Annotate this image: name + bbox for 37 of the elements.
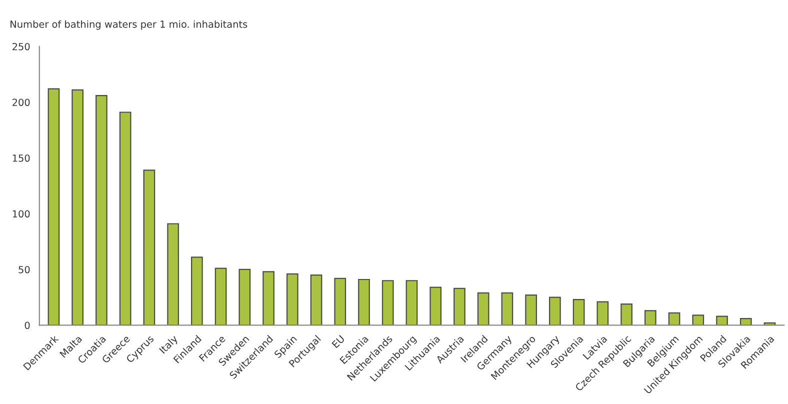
bar	[214, 268, 227, 326]
bar	[72, 89, 84, 326]
bar	[430, 286, 442, 326]
y-tick-label: 200	[12, 98, 30, 106]
bar	[143, 170, 156, 326]
bar	[525, 294, 537, 326]
bar	[644, 310, 656, 326]
y-tick-label: 0	[24, 322, 30, 330]
y-tick-label: 100	[12, 210, 30, 218]
bar	[716, 316, 728, 326]
bar	[96, 94, 108, 326]
bar	[596, 301, 609, 326]
bar	[454, 288, 466, 326]
bar	[334, 278, 346, 326]
bar	[740, 318, 752, 326]
bar	[191, 256, 203, 326]
bar	[549, 296, 561, 326]
y-tick-label: 150	[12, 154, 30, 162]
bar	[382, 280, 394, 326]
y-axis-title: Number of bathing waters per 1 mio. inhabitants	[10, 20, 248, 30]
bar	[262, 271, 274, 326]
bar	[406, 280, 418, 326]
bar	[310, 274, 322, 326]
bar	[572, 299, 585, 326]
bar	[477, 292, 490, 326]
bar	[692, 314, 704, 326]
bar	[668, 312, 680, 326]
bar	[358, 278, 370, 326]
bar	[238, 268, 251, 326]
bar	[501, 292, 514, 326]
bar	[119, 112, 132, 326]
y-tick-label: 250	[12, 42, 30, 50]
bar	[48, 88, 60, 326]
bar	[167, 223, 179, 326]
y-tick-label: 50	[18, 266, 30, 274]
bar	[620, 303, 632, 326]
bar	[286, 273, 298, 326]
